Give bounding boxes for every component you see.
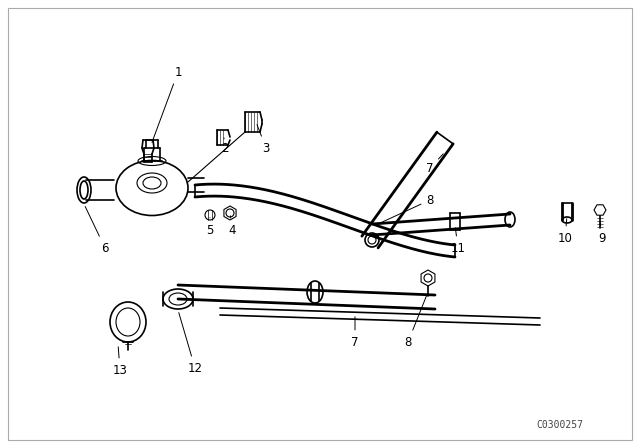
Text: 1: 1 xyxy=(152,65,182,142)
Text: 3: 3 xyxy=(257,125,269,155)
Text: 13: 13 xyxy=(113,347,127,376)
Text: 8: 8 xyxy=(404,295,427,349)
Text: 11: 11 xyxy=(451,228,465,254)
Text: 8: 8 xyxy=(378,194,434,224)
Text: 12: 12 xyxy=(179,313,202,375)
Text: C0300257: C0300257 xyxy=(536,420,584,430)
Text: 2: 2 xyxy=(221,138,228,155)
Text: 4: 4 xyxy=(228,216,236,237)
Text: 5: 5 xyxy=(206,218,214,237)
Text: 7: 7 xyxy=(351,317,359,349)
Text: 7: 7 xyxy=(426,154,444,175)
Text: 9: 9 xyxy=(598,223,605,245)
Text: 10: 10 xyxy=(557,219,572,245)
Text: 6: 6 xyxy=(85,207,109,254)
